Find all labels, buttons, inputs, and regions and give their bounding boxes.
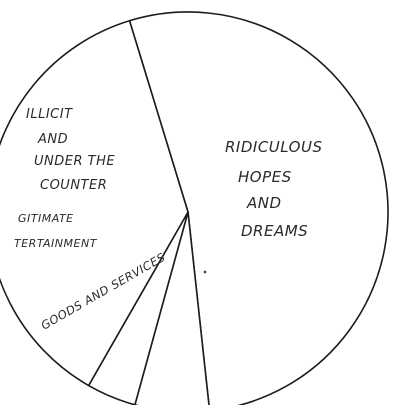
slice-label-legitimate: GITIMATE TERTAINMENT (14, 212, 98, 250)
speck-mark (203, 270, 207, 274)
slice-label-illicit: ILLICIT AND UNDER THE COUNTER (26, 107, 120, 193)
slice-label-ridiculous: RIDICULOUS HOPES AND DREAMS (225, 138, 328, 240)
slice-ridiculous-hopes (128, 11, 389, 405)
slice-illicit (0, 19, 189, 387)
pie-slices (0, 11, 389, 405)
